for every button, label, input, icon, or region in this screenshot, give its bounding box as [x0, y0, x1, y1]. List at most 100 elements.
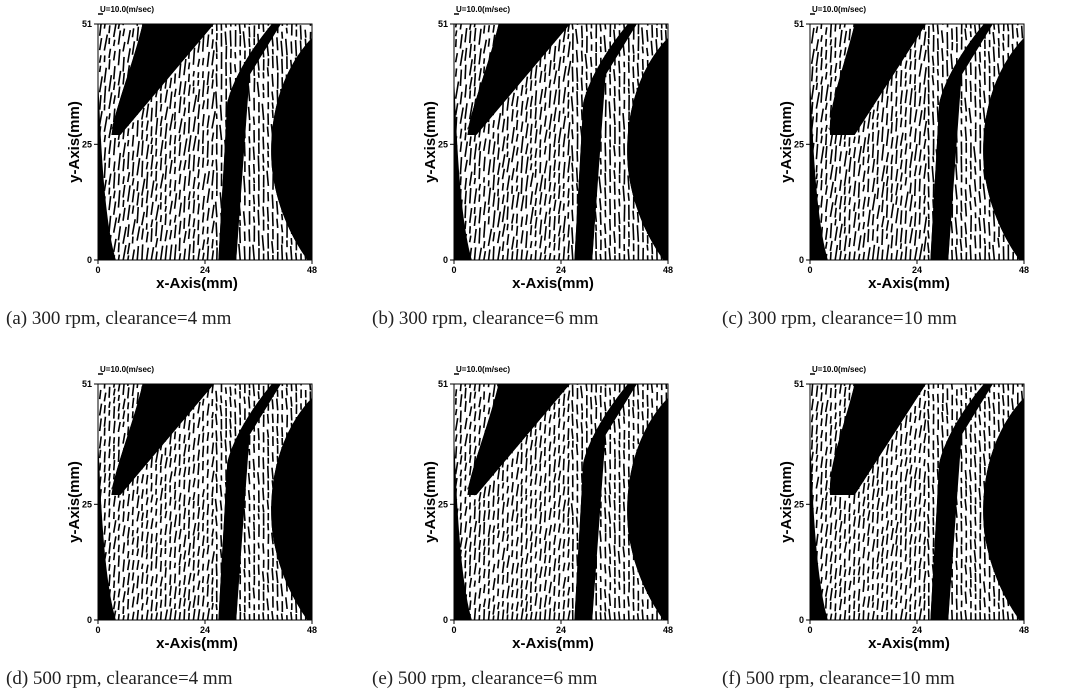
x-tick-label: 0 — [807, 625, 812, 635]
y-tick-label: 25 — [438, 499, 448, 509]
y-tick-label: 25 — [438, 139, 448, 149]
panel-f: 0 24 48 0 25 51 x-Axis(mm) y-Axis(mm) U=10.0(m/s… — [712, 360, 1052, 660]
blade — [930, 384, 993, 620]
caption-c: (c) 300 rpm, clearance=10 mm — [722, 308, 957, 329]
casing — [271, 37, 312, 260]
blade — [111, 24, 214, 136]
panel-c: 0 24 48 0 25 51 x-Axis(mm) y-Axis(mm) U=10.0(m/s… — [712, 0, 1052, 300]
x-axis-label: x-Axis(mm) — [868, 275, 950, 292]
y-axis-label: y-Axis(mm) — [66, 461, 83, 543]
scale-label: U=10.0(m/sec) — [812, 365, 866, 374]
x-tick-label: 48 — [1019, 265, 1029, 275]
x-tick-label: 0 — [95, 265, 100, 275]
x-axis-label: x-Axis(mm) — [156, 275, 238, 292]
x-tick-label: 0 — [807, 265, 812, 275]
flow-passage — [810, 384, 984, 620]
scale-label: U=10.0(m/sec) — [456, 5, 510, 14]
caption-b: (b) 300 rpm, clearance=6 mm — [372, 308, 599, 329]
y-tick-label: 51 — [438, 19, 448, 29]
caption-e: (e) 500 rpm, clearance=6 mm — [372, 668, 598, 689]
x-axis-label: x-Axis(mm) — [512, 635, 594, 652]
x-tick-label: 24 — [556, 265, 566, 275]
y-axis-label: y-Axis(mm) — [778, 101, 795, 183]
scale-label: U=10.0(m/sec) — [812, 5, 866, 14]
x-tick-label: 24 — [912, 265, 922, 275]
x-axis-label: x-Axis(mm) — [156, 635, 238, 652]
y-tick-label: 51 — [82, 19, 92, 29]
blade — [111, 384, 214, 496]
y-tick-label: 51 — [794, 19, 804, 29]
vector-plot-c: 0 24 48 0 25 51 x-Axis(mm) y-Axis(mm) U=10.0(m/s… — [778, 5, 1029, 292]
flow-passage — [948, 384, 1024, 620]
panel-b: 0 24 48 0 25 51 x-Axis(mm) y-Axis(mm) U=10.0(m/s… — [356, 0, 696, 300]
blade — [467, 384, 570, 496]
casing — [983, 397, 1024, 620]
vector-field-c — [810, 24, 1024, 260]
x-tick-label: 24 — [200, 265, 210, 275]
casing — [271, 397, 312, 620]
y-tick-label: 0 — [799, 615, 804, 625]
y-tick-label: 25 — [794, 139, 804, 149]
blade — [827, 384, 926, 496]
scale-label: U=10.0(m/sec) — [100, 5, 154, 14]
x-tick-label: 48 — [663, 625, 673, 635]
x-tick-label: 24 — [556, 625, 566, 635]
vector-field-f — [810, 384, 1024, 620]
panel-e: 0 24 48 0 25 51 x-Axis(mm) y-Axis(mm) U=10.0(m/s… — [356, 360, 696, 660]
x-tick-label: 0 — [451, 625, 456, 635]
vector-field-e — [454, 384, 668, 620]
blade — [930, 24, 993, 260]
y-tick-label: 0 — [87, 255, 92, 265]
vector-field-a — [98, 24, 312, 260]
y-tick-label: 0 — [443, 255, 448, 265]
y-tick-label: 25 — [794, 499, 804, 509]
x-tick-label: 24 — [912, 625, 922, 635]
y-axis-label: y-Axis(mm) — [778, 461, 795, 543]
casing — [627, 37, 668, 260]
y-axis-label: y-Axis(mm) — [422, 101, 439, 183]
y-axis-label: y-Axis(mm) — [422, 461, 439, 543]
x-axis-label: x-Axis(mm) — [868, 635, 950, 652]
vector-plot-b: 0 24 48 0 25 51 x-Axis(mm) y-Axis(mm) U=10.0(m/s… — [422, 5, 673, 292]
x-tick-label: 48 — [663, 265, 673, 275]
y-tick-label: 25 — [82, 139, 92, 149]
vector-field-d — [98, 384, 312, 620]
vector-plot-a: 0 24 48 0 25 51 x-Axis(mm) y-Axis(mm) U=10.0(m/s… — [66, 5, 317, 292]
panel-d: 0 24 48 0 25 51 x-Axis(mm) y-Axis(mm) U=10.0(m/s… — [0, 360, 340, 660]
vector-plot-d: 0 24 48 0 25 51 x-Axis(mm) y-Axis(mm) U=10.0(m/s… — [66, 365, 317, 652]
blade — [827, 24, 926, 136]
flow-passage — [236, 384, 312, 620]
caption-d: (d) 500 rpm, clearance=4 mm — [6, 668, 233, 689]
vector-field-b — [454, 24, 668, 260]
blade — [574, 24, 637, 260]
caption-f: (f) 500 rpm, clearance=10 mm — [722, 668, 955, 689]
panel-a: 0 24 48 0 25 51 x-Axis(mm) y-Axis(mm) U=10.0(m/s… — [0, 0, 340, 300]
y-tick-label: 0 — [443, 615, 448, 625]
x-axis-label: x-Axis(mm) — [512, 275, 594, 292]
y-tick-label: 0 — [799, 255, 804, 265]
blade — [467, 24, 570, 136]
flow-passage — [592, 24, 668, 260]
blade — [218, 384, 281, 620]
flow-passage — [592, 384, 668, 620]
y-tick-label: 51 — [794, 379, 804, 389]
scale-label: U=10.0(m/sec) — [100, 365, 154, 374]
vector-plot-e: 0 24 48 0 25 51 x-Axis(mm) y-Axis(mm) U=10.0(m/s… — [422, 365, 673, 652]
x-tick-label: 48 — [307, 265, 317, 275]
vector-plot-f: 0 24 48 0 25 51 x-Axis(mm) y-Axis(mm) U=10.0(m/s… — [778, 365, 1029, 652]
x-tick-label: 48 — [307, 625, 317, 635]
y-tick-label: 0 — [87, 615, 92, 625]
flow-passage — [98, 24, 272, 260]
flow-passage — [454, 384, 628, 620]
casing — [983, 37, 1024, 260]
x-tick-label: 48 — [1019, 625, 1029, 635]
blade — [218, 24, 281, 260]
flow-passage — [948, 24, 1024, 260]
scale-label: U=10.0(m/sec) — [456, 365, 510, 374]
x-tick-label: 0 — [95, 625, 100, 635]
y-tick-label: 51 — [82, 379, 92, 389]
blade — [574, 384, 637, 620]
x-tick-label: 0 — [451, 265, 456, 275]
casing — [627, 397, 668, 620]
